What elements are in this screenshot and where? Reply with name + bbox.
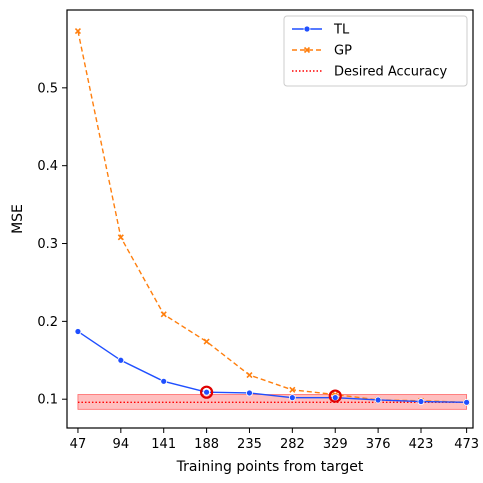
y-tick-label: 0.1 bbox=[37, 393, 58, 408]
gp-point bbox=[74, 27, 82, 35]
axes-frame bbox=[66, 9, 474, 429]
tl-point bbox=[74, 328, 82, 335]
plot-area bbox=[74, 27, 471, 410]
x-axis: 47 94 141 188 235 282 329 376 423 473 bbox=[70, 428, 479, 452]
gp-point bbox=[160, 311, 167, 318]
legend-gp-label: GP bbox=[334, 44, 352, 59]
y-axis-label: MSE bbox=[10, 204, 26, 234]
legend-gp-marker bbox=[303, 46, 311, 54]
y-tick-label: 0.3 bbox=[37, 237, 58, 252]
x-tick-label: 423 bbox=[409, 437, 434, 452]
tl-point bbox=[160, 377, 168, 385]
legend: TL GP Desired Accuracy bbox=[283, 15, 468, 87]
x-axis-label: Training points from target bbox=[176, 459, 364, 475]
gp-point bbox=[289, 386, 296, 393]
y-tick-label: 0.5 bbox=[37, 81, 58, 96]
tl-point bbox=[374, 396, 382, 404]
legend-tl-marker bbox=[303, 25, 311, 33]
tl-point bbox=[246, 389, 253, 397]
x-tick-label: 329 bbox=[323, 437, 348, 452]
x-tick-label: 94 bbox=[113, 437, 130, 452]
legend-marker-stroke bbox=[303, 46, 311, 54]
gp-point bbox=[246, 372, 253, 379]
gp-point bbox=[117, 234, 124, 241]
gp-point-stroke bbox=[289, 386, 296, 393]
tl-point bbox=[331, 394, 339, 402]
tl-point bbox=[417, 398, 425, 405]
gp-point-stroke bbox=[74, 27, 82, 35]
y-tick-label: 0.2 bbox=[37, 315, 58, 330]
gp-series-line bbox=[77, 30, 467, 404]
x-tick-label: 188 bbox=[194, 437, 219, 452]
gp-point-stroke bbox=[246, 372, 253, 379]
highlighted-point bbox=[328, 389, 342, 403]
legend-desired-accuracy-label: Desired Accuracy bbox=[334, 65, 447, 80]
tl-series-line bbox=[77, 330, 467, 404]
gp-point-stroke bbox=[160, 311, 167, 318]
tl-point bbox=[463, 398, 471, 406]
gp-point-stroke bbox=[117, 234, 124, 241]
gp-point bbox=[203, 338, 210, 345]
y-tick-label: 0.4 bbox=[37, 159, 58, 174]
x-tick-label: 47 bbox=[70, 437, 87, 452]
x-tick-label: 141 bbox=[151, 437, 176, 452]
legend-tl-label: TL bbox=[333, 23, 350, 38]
y-axis: 0.1 0.2 0.3 0.4 0.5 bbox=[37, 81, 67, 408]
tl-point bbox=[203, 388, 210, 396]
x-tick-label: 235 bbox=[237, 437, 262, 452]
x-tick-label: 282 bbox=[280, 437, 305, 452]
x-tick-label: 376 bbox=[366, 437, 391, 452]
gp-point-stroke bbox=[203, 338, 210, 345]
legend-box bbox=[283, 15, 468, 87]
tl-point bbox=[117, 356, 125, 364]
x-tick-label: 473 bbox=[454, 437, 479, 452]
tl-point bbox=[288, 394, 296, 402]
highlighted-point bbox=[199, 385, 214, 399]
